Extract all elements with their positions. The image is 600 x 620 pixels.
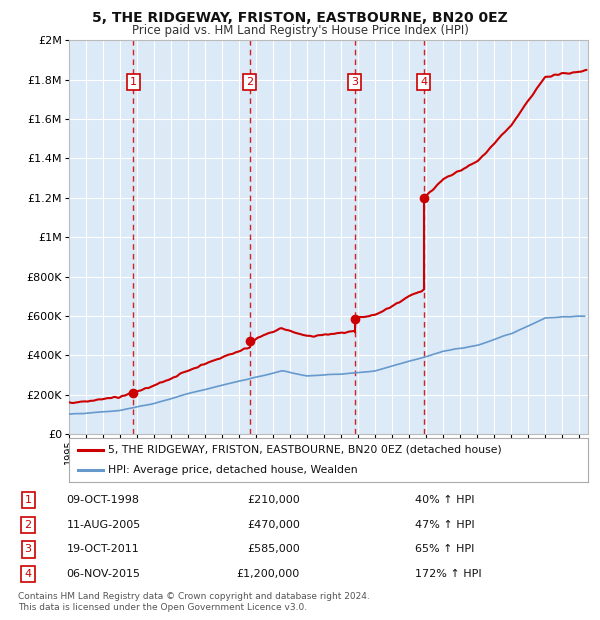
Text: 1: 1	[130, 77, 137, 87]
Text: 4: 4	[420, 77, 427, 87]
Text: 65% ↑ HPI: 65% ↑ HPI	[415, 544, 475, 554]
Text: 40% ↑ HPI: 40% ↑ HPI	[415, 495, 475, 505]
Text: 06-NOV-2015: 06-NOV-2015	[67, 569, 141, 579]
Text: 2: 2	[25, 520, 32, 530]
Text: 1: 1	[25, 495, 32, 505]
Text: HPI: Average price, detached house, Wealden: HPI: Average price, detached house, Weal…	[108, 465, 358, 476]
Text: £585,000: £585,000	[247, 544, 300, 554]
Text: 09-OCT-1998: 09-OCT-1998	[67, 495, 140, 505]
Text: 172% ↑ HPI: 172% ↑ HPI	[415, 569, 482, 579]
Text: 5, THE RIDGEWAY, FRISTON, EASTBOURNE, BN20 0EZ: 5, THE RIDGEWAY, FRISTON, EASTBOURNE, BN…	[92, 11, 508, 25]
Text: £470,000: £470,000	[247, 520, 300, 530]
Text: 5, THE RIDGEWAY, FRISTON, EASTBOURNE, BN20 0EZ (detached house): 5, THE RIDGEWAY, FRISTON, EASTBOURNE, BN…	[108, 445, 502, 455]
Text: £1,200,000: £1,200,000	[237, 569, 300, 579]
Text: 11-AUG-2005: 11-AUG-2005	[67, 520, 141, 530]
Text: 47% ↑ HPI: 47% ↑ HPI	[415, 520, 475, 530]
Text: This data is licensed under the Open Government Licence v3.0.: This data is licensed under the Open Gov…	[18, 603, 307, 612]
Text: 2: 2	[246, 77, 253, 87]
Text: 19-OCT-2011: 19-OCT-2011	[67, 544, 139, 554]
Text: 3: 3	[352, 77, 358, 87]
Text: 3: 3	[25, 544, 32, 554]
Text: Price paid vs. HM Land Registry's House Price Index (HPI): Price paid vs. HM Land Registry's House …	[131, 24, 469, 37]
Text: 4: 4	[25, 569, 32, 579]
Text: Contains HM Land Registry data © Crown copyright and database right 2024.: Contains HM Land Registry data © Crown c…	[18, 592, 370, 601]
Text: £210,000: £210,000	[247, 495, 300, 505]
